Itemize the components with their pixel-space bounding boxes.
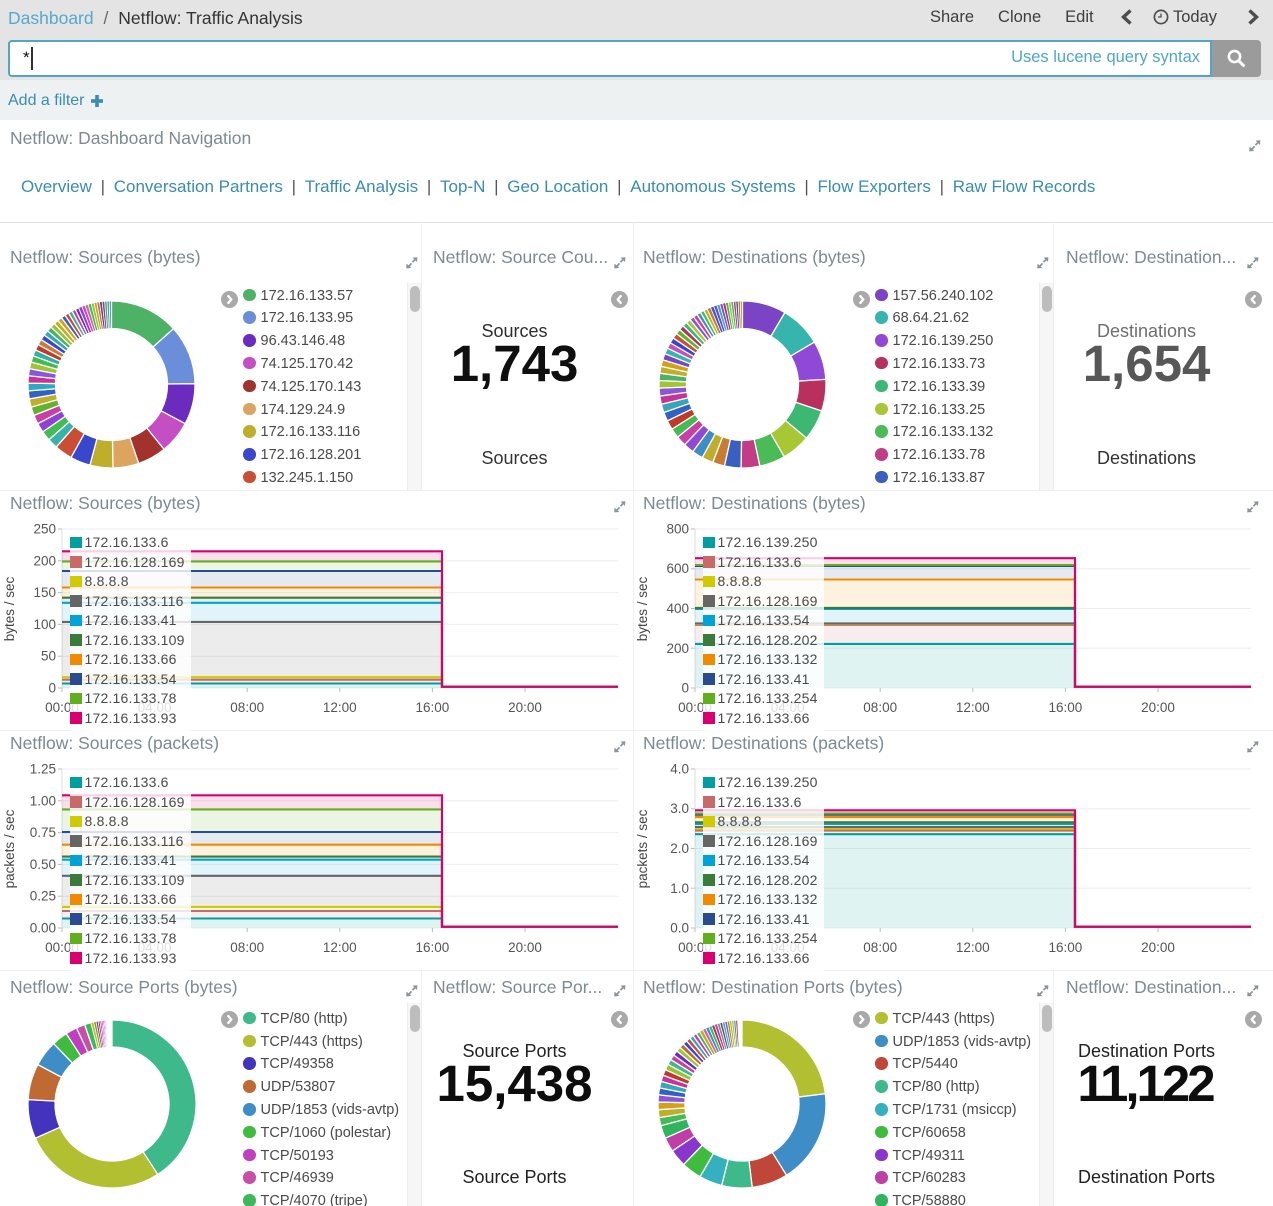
svg-text:1.00: 1.00 xyxy=(30,793,56,808)
svg-text:4.0: 4.0 xyxy=(670,762,689,777)
svg-text:0: 0 xyxy=(681,681,689,696)
svg-text:bytes / sec: bytes / sec xyxy=(2,576,17,641)
svg-text:400: 400 xyxy=(666,601,689,616)
svg-text:800: 800 xyxy=(666,522,689,537)
svg-text:200: 200 xyxy=(666,641,689,656)
svg-text:16:00: 16:00 xyxy=(1049,940,1083,955)
svg-text:600: 600 xyxy=(666,561,689,576)
svg-text:0.00: 0.00 xyxy=(30,921,56,936)
svg-text:0: 0 xyxy=(48,681,56,696)
svg-text:12:00: 12:00 xyxy=(323,700,357,715)
svg-text:1.0: 1.0 xyxy=(670,881,689,896)
svg-text:20:00: 20:00 xyxy=(1141,940,1175,955)
svg-text:08:00: 08:00 xyxy=(863,940,897,955)
svg-text:08:00: 08:00 xyxy=(863,700,897,715)
svg-text:12:00: 12:00 xyxy=(323,940,357,955)
svg-text:20:00: 20:00 xyxy=(1141,700,1175,715)
svg-text:50: 50 xyxy=(41,649,56,664)
svg-text:200: 200 xyxy=(33,553,56,568)
svg-text:bytes / sec: bytes / sec xyxy=(635,576,650,641)
svg-text:16:00: 16:00 xyxy=(416,940,450,955)
svg-text:16:00: 16:00 xyxy=(416,700,450,715)
svg-text:packets / sec: packets / sec xyxy=(2,809,17,888)
svg-text:3.0: 3.0 xyxy=(670,801,689,816)
svg-text:packets / sec: packets / sec xyxy=(635,809,650,888)
svg-text:0.0: 0.0 xyxy=(670,921,689,936)
svg-text:2.0: 2.0 xyxy=(670,841,689,856)
svg-text:12:00: 12:00 xyxy=(956,940,990,955)
svg-text:08:00: 08:00 xyxy=(230,940,264,955)
svg-text:150: 150 xyxy=(33,585,56,600)
svg-text:250: 250 xyxy=(33,522,56,537)
svg-text:20:00: 20:00 xyxy=(508,700,542,715)
svg-text:0.50: 0.50 xyxy=(30,857,56,872)
svg-text:16:00: 16:00 xyxy=(1049,700,1083,715)
svg-text:12:00: 12:00 xyxy=(956,700,990,715)
svg-text:100: 100 xyxy=(33,617,56,632)
svg-text:1.25: 1.25 xyxy=(30,762,56,777)
svg-text:08:00: 08:00 xyxy=(230,700,264,715)
svg-text:20:00: 20:00 xyxy=(508,940,542,955)
svg-text:0.25: 0.25 xyxy=(30,889,56,904)
svg-text:0.75: 0.75 xyxy=(30,825,56,840)
